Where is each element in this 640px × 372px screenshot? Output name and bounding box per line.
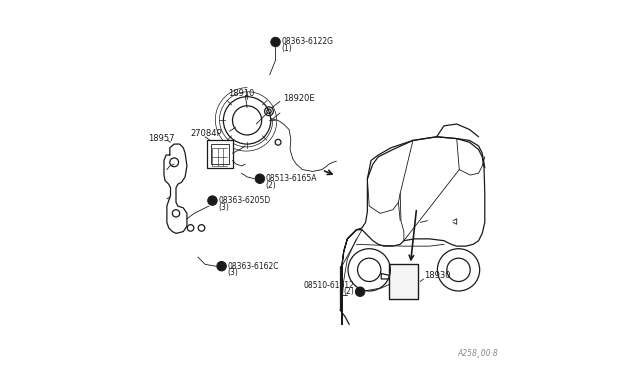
Text: 27084P: 27084P — [191, 129, 222, 138]
Text: (2): (2) — [266, 181, 276, 190]
Text: S: S — [358, 289, 363, 295]
Text: 18930: 18930 — [424, 271, 451, 280]
Text: S: S — [257, 176, 262, 182]
Text: 18910: 18910 — [228, 89, 255, 97]
Text: A258¸00·8: A258¸00·8 — [458, 348, 499, 357]
Text: 08363-6205D: 08363-6205D — [218, 196, 271, 205]
Circle shape — [208, 196, 217, 205]
Text: 08513-6165A: 08513-6165A — [266, 174, 317, 183]
Text: 08363-6122G: 08363-6122G — [282, 38, 333, 46]
Text: (2): (2) — [344, 287, 355, 296]
Circle shape — [271, 37, 280, 47]
Text: (1): (1) — [282, 44, 292, 53]
Text: 08363-6162C: 08363-6162C — [227, 262, 279, 271]
Circle shape — [217, 262, 227, 271]
Text: (3): (3) — [218, 203, 229, 212]
Text: (3): (3) — [227, 268, 238, 277]
Text: 18920E: 18920E — [284, 94, 315, 103]
Text: S: S — [210, 198, 215, 203]
Bar — [389, 264, 418, 299]
Text: S: S — [273, 39, 278, 45]
Text: 08510-61612: 08510-61612 — [303, 280, 355, 290]
Bar — [207, 140, 232, 168]
Circle shape — [355, 287, 365, 296]
Text: S: S — [219, 263, 224, 269]
Text: 18957: 18957 — [148, 134, 175, 143]
Bar — [211, 144, 229, 164]
Circle shape — [255, 174, 264, 183]
